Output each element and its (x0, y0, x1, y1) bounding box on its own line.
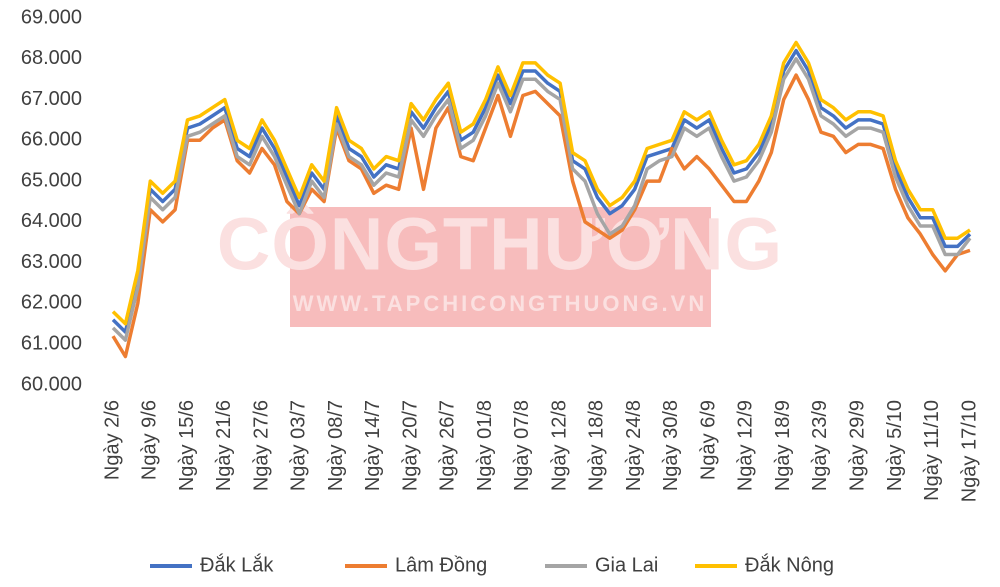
x-tick-label: Ngày 20/7 (399, 400, 421, 491)
x-tick-label: Ngày 21/6 (213, 400, 235, 491)
watermark-url: WWW.TAPCHICONGTHUONG.VN (293, 291, 707, 316)
x-tick-label: Ngày 17/10 (958, 400, 980, 502)
x-tick-label: Ngày 24/8 (623, 400, 645, 491)
y-tick-label: 61.000 (21, 333, 82, 355)
legend-label: Lâm Đồng (395, 554, 487, 576)
y-tick-label: 67.000 (21, 88, 82, 110)
y-tick-label: 69.000 (21, 6, 82, 28)
legend-label: Đắk Nông (745, 553, 834, 576)
y-tick-label: 60.000 (21, 373, 82, 395)
x-tick-label: Ngày 18/8 (586, 400, 608, 491)
x-tick-label: Ngày 27/6 (250, 400, 272, 491)
x-tick-label: Ngày 15/6 (176, 400, 198, 491)
series-line (111, 57, 972, 342)
x-tick-label: Ngày 30/8 (660, 400, 682, 491)
x-tick-label: Ngày 9/6 (139, 400, 161, 480)
x-tick-label: Ngày 01/8 (474, 400, 496, 491)
y-tick-label: 63.000 (21, 251, 82, 273)
x-tick-label: Ngày 6/9 (697, 400, 719, 480)
legend-label: Gia Lai (595, 554, 658, 576)
x-tick-label: Ngày 08/7 (325, 400, 347, 491)
y-tick-label: 68.000 (21, 47, 82, 69)
x-tick-label: Ngày 18/9 (772, 400, 794, 491)
y-tick-label: 62.000 (21, 292, 82, 314)
series-line (111, 73, 971, 359)
x-tick-label: Ngày 03/7 (288, 400, 310, 491)
x-tick-label: Ngày 12/9 (735, 400, 757, 491)
x-tick-label: Ngày 14/7 (362, 400, 384, 491)
x-tick-label: Ngày 26/7 (437, 400, 459, 491)
x-tick-label: Ngày 5/10 (884, 400, 906, 491)
y-tick-label: 66.000 (21, 129, 82, 151)
x-tick-label: Ngày 29/9 (846, 400, 868, 491)
watermark-title: CÔNGTHƯƠNG (217, 203, 783, 286)
x-tick-label: Ngày 07/8 (511, 400, 533, 491)
legend-label: Đắk Lắk (200, 553, 274, 576)
x-tick-label: Ngày 12/8 (548, 400, 570, 491)
y-tick-label: 65.000 (21, 169, 82, 191)
y-tick-label: 64.000 (21, 210, 82, 232)
series-line (111, 48, 972, 334)
x-tick-label: Ngày 2/6 (101, 400, 123, 480)
x-tick-label: Ngày 23/9 (809, 400, 831, 491)
x-tick-label: Ngày 11/10 (921, 400, 943, 501)
series-line (111, 40, 971, 326)
watermark-box (290, 207, 711, 327)
